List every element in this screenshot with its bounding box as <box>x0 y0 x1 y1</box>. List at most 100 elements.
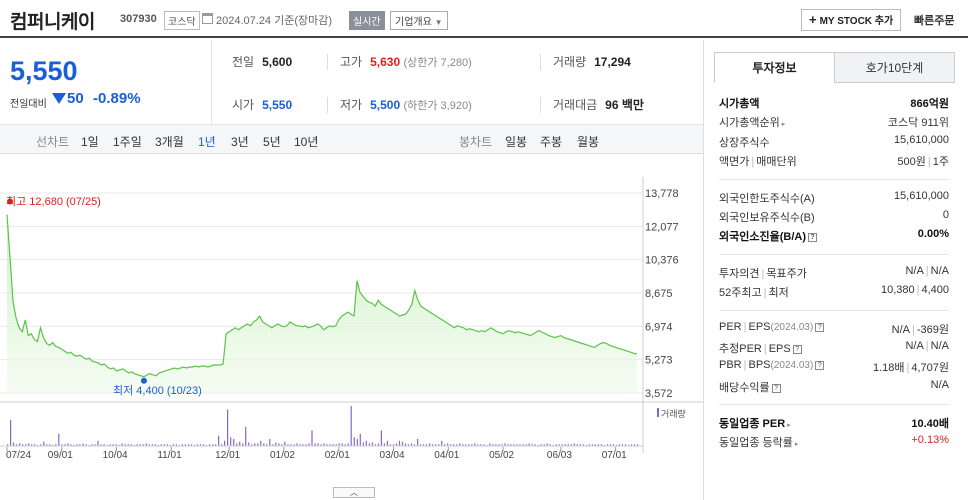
volume-bar <box>187 444 190 446</box>
tab-monthly[interactable]: 월봉 <box>577 135 600 149</box>
x-tick-label: 02/01 <box>325 450 350 460</box>
divider <box>540 54 541 70</box>
stat-value: 5,600 <box>262 55 293 69</box>
volume-bar <box>468 444 470 446</box>
row-label: 외국인한도주식수(A) <box>719 192 815 205</box>
volume-legend-swatch <box>657 408 659 417</box>
tab-10y[interactable]: 10년 <box>294 135 319 149</box>
stock-name: 컴퍼니케이 <box>10 12 95 33</box>
tab-daily[interactable]: 일봉 <box>505 135 528 149</box>
volume-bar <box>543 444 545 446</box>
y-tick-label: 13,778 <box>645 188 679 200</box>
volume-bar <box>284 441 286 446</box>
row-label: 시가총액 <box>719 98 760 110</box>
x-tick-label: 07/24 <box>6 450 31 460</box>
tab-1w[interactable]: 1주일 <box>113 135 142 149</box>
volume-bar <box>34 444 36 446</box>
tab-1y[interactable]: 1년 <box>198 135 216 149</box>
price-change-pct: -0.89% <box>93 90 141 107</box>
volume-bar <box>600 444 602 446</box>
volume-bar <box>540 444 542 446</box>
caret-right-icon: ▸ <box>787 422 791 430</box>
row-value: N/A <box>905 264 924 277</box>
row-industry-per[interactable]: 동일업종 PER ▸ 10.40배 <box>719 413 949 432</box>
volume-bar <box>534 444 536 446</box>
corp-overview-button[interactable]: 기업개요 ▼ <box>390 11 448 30</box>
volume-bar <box>398 440 401 446</box>
x-axis-ticks: 07/24 09/01 10/04 11/01 12/01 01/02 02/01 03/04… <box>6 447 627 460</box>
row-face-value: 액면가 | 매매단위 500원 | 1주 <box>719 156 949 169</box>
volume-bar <box>272 444 274 446</box>
x-tick-label: 09/01 <box>48 450 73 460</box>
row-value: N/A <box>930 339 949 352</box>
stat-volume: 거래량 17,294 <box>553 53 631 70</box>
row-market-cap-rank[interactable]: 시가총액순위 ▸ 코스닥 911위 <box>719 112 949 131</box>
row-label: PBR <box>719 359 742 372</box>
help-icon[interactable]: ? <box>792 344 802 354</box>
chart-expand-button[interactable]: ︿ <box>333 487 375 498</box>
price-chart[interactable]: 13,778 12,077 10,376 8,675 6,974 5,273 3,572 거… <box>0 115 703 460</box>
row-value: 15,610,000 <box>893 189 949 202</box>
tab-3y[interactable]: 3년 <box>231 135 249 149</box>
tab-3m[interactable]: 3개월 <box>155 135 184 149</box>
volume-bar <box>308 443 310 446</box>
chevron-up-icon: ︿ <box>350 488 358 497</box>
volume-bar <box>438 444 440 446</box>
row-industry-rate[interactable]: 동일업종 등락률 ▸ +0.13% <box>719 432 949 451</box>
row-shares: 상장주식수 15,610,000 <box>719 132 949 151</box>
volume-bar <box>181 444 183 446</box>
change-label: 전일대비 <box>10 99 47 110</box>
stat-amount: 거래대금 96 백만 <box>553 96 644 113</box>
volume-bar <box>450 444 452 446</box>
row-value: -369원 <box>916 323 949 336</box>
quick-order-button[interactable]: 빠른주문 <box>914 15 955 27</box>
volume-bar <box>254 443 256 446</box>
volume-bar <box>323 443 325 446</box>
help-icon[interactable]: ? <box>771 383 781 393</box>
tab-hoga[interactable]: 호가10단계 <box>834 52 955 83</box>
volume-bar <box>266 444 268 446</box>
volume-bar <box>513 444 515 446</box>
base-date: 2024.07.24 기준(장마감) <box>216 15 333 27</box>
help-icon[interactable]: ? <box>815 322 825 332</box>
volume-bar <box>561 444 563 446</box>
tab-weekly[interactable]: 주봉 <box>540 135 563 149</box>
volume-bar <box>145 443 147 446</box>
volume-bar <box>383 443 385 446</box>
tab-invest-info[interactable]: 투자정보 <box>714 52 835 83</box>
row-label: 동일업종 등락률 <box>719 437 793 450</box>
volume-bar <box>311 430 313 446</box>
volume-bar <box>389 444 391 446</box>
volume-bar <box>296 443 298 446</box>
divider <box>719 246 949 255</box>
help-icon[interactable]: ? <box>815 361 825 371</box>
volume-bar <box>570 444 572 446</box>
volume-bar <box>299 444 301 446</box>
tab-1d[interactable]: 1일 <box>81 135 99 149</box>
volume-bar <box>429 443 431 446</box>
help-icon[interactable]: ? <box>808 233 817 243</box>
stat-low: 저가 5,500 (하한가 3,920) <box>340 96 472 113</box>
row-date: (2024.03) <box>770 360 814 372</box>
volume-bar <box>618 444 621 446</box>
volume-bar <box>359 433 361 446</box>
y-axis-ticks: 13,778 12,077 10,376 8,675 6,974 5,273 3,572 <box>645 188 679 400</box>
stat-label: 고가 <box>340 55 363 69</box>
stat-open: 시가 5,550 <box>232 96 292 113</box>
volume-bar <box>465 444 467 446</box>
volume-bar <box>392 444 394 446</box>
volume-bar <box>109 444 111 446</box>
volume-bar <box>546 443 548 446</box>
volume-bar <box>25 444 27 446</box>
upper-limit: (상한가 7,280) <box>403 57 472 69</box>
volume-bar <box>148 444 150 446</box>
y-tick-label: 3,572 <box>645 388 673 400</box>
tab-5y[interactable]: 5년 <box>263 135 281 149</box>
row-label: 액면가 <box>719 156 750 169</box>
volume-bar <box>368 443 370 446</box>
volume-bar <box>124 444 126 446</box>
volume-bar <box>480 444 482 446</box>
volume-bar <box>492 444 494 446</box>
my-stock-add-button[interactable]: + MY STOCK 추가 <box>801 9 902 31</box>
volume-bar <box>510 444 512 446</box>
